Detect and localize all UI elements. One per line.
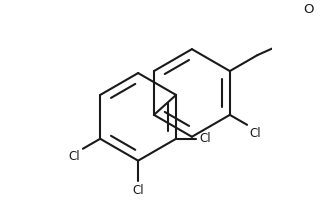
Text: Cl: Cl [199,132,211,145]
Text: Cl: Cl [249,127,261,140]
Text: Cl: Cl [132,184,144,197]
Text: O: O [303,3,314,16]
Text: Cl: Cl [69,150,80,163]
